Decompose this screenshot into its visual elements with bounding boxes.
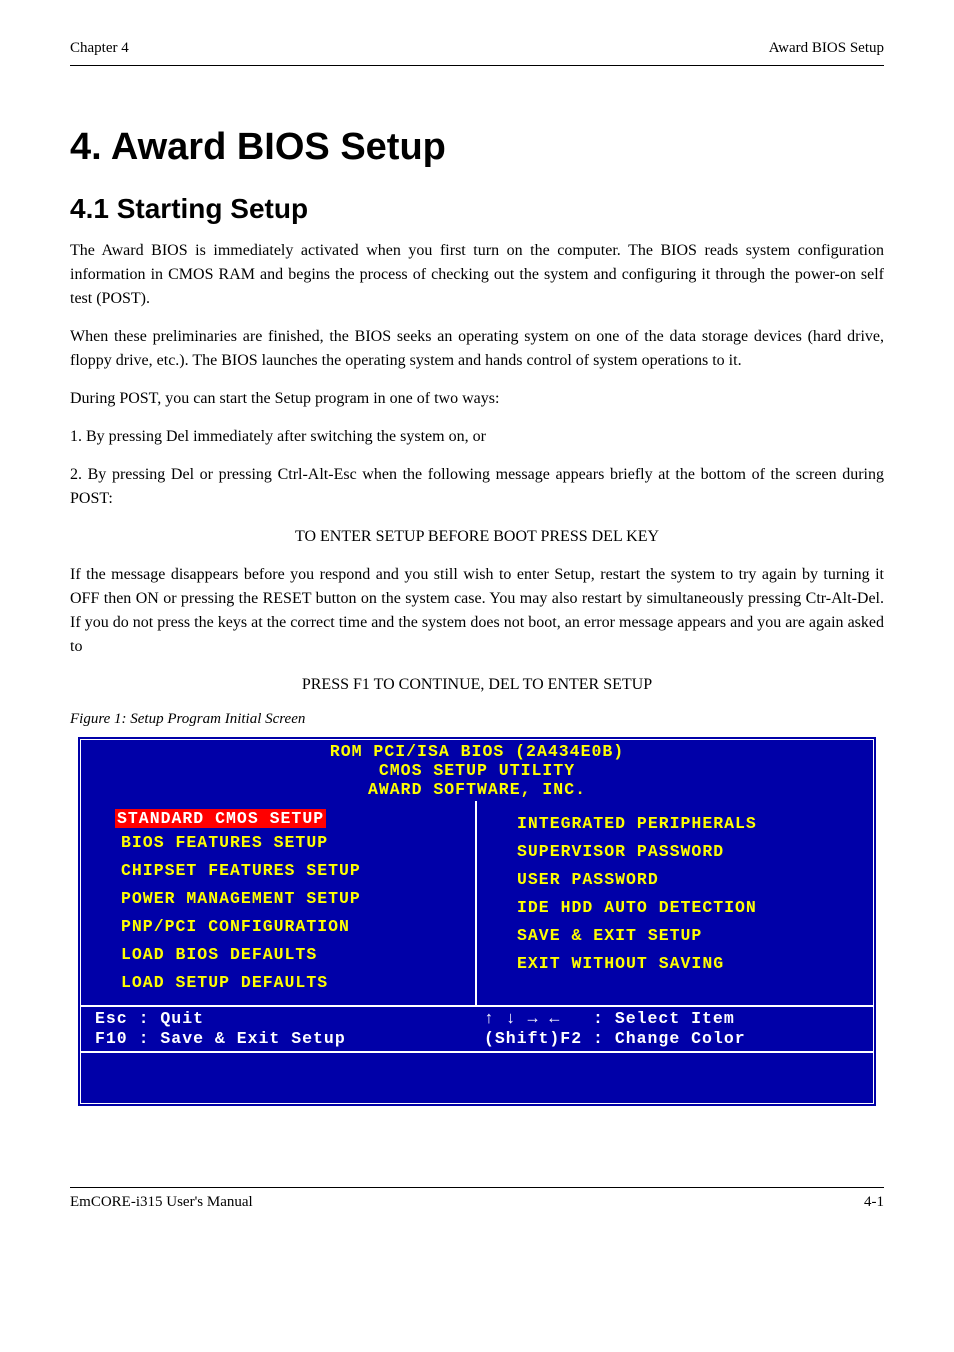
bios-header-line: AWARD SOFTWARE, INC. [81,781,873,800]
bios-hint-line: Esc : Quit [95,1009,204,1028]
bios-hint-line: ↑ ↓ → ← : Select Item [484,1009,735,1028]
bios-hint-line: (Shift)F2 : Change Color [484,1029,746,1048]
bios-menu-item-label: POWER MANAGEMENT SETUP [121,889,361,908]
bios-menu-item[interactable]: IDE HDD AUTO DETECTION [511,894,873,921]
bios-menu-item-label: SAVE & EXIT SETUP [517,926,702,945]
bios-hint-line: F10 : Save & Exit Setup [95,1029,346,1048]
bios-menu-item-label: EXIT WITHOUT SAVING [517,954,724,973]
bios-menu-item[interactable]: SAVE & EXIT SETUP [511,922,873,949]
bios-menu-item[interactable]: INTEGRATED PERIPHERALS [511,810,873,837]
bios-menu-item-label: INTEGRATED PERIPHERALS [517,814,757,833]
section-heading: 4. Award BIOS Setup [70,126,884,169]
figure-caption: Figure 1: Setup Program Initial Screen [70,711,884,728]
subsection-title-text: Starting Setup [117,193,308,224]
bios-menu-right-column: INTEGRATED PERIPHERALS SUPERVISOR PASSWO… [477,801,873,1005]
bios-hint-left: Esc : Quit F10 : Save & Exit Setup [95,1009,484,1049]
header-rule [70,65,884,66]
bios-menu-left-column: STANDARD CMOS SETUP BIOS FEATURES SETUP … [81,801,477,1005]
bios-menu-item[interactable]: SUPERVISOR PASSWORD [511,838,873,865]
list-item: 1. By pressing Del immediately after swi… [70,425,884,449]
paragraph: During POST, you can start the Setup pro… [70,387,884,411]
bios-menu-item[interactable]: USER PASSWORD [511,866,873,893]
section-number: 4. [70,126,102,168]
bios-menu-item[interactable]: LOAD BIOS DEFAULTS [115,941,475,968]
subsection-number: 4.1 [70,193,109,224]
paragraph: When these preliminaries are finished, t… [70,325,884,373]
bios-menu-item-label: PNP/PCI CONFIGURATION [121,917,350,936]
bios-header-line: CMOS SETUP UTILITY [81,762,873,781]
bios-menu-item-label: LOAD SETUP DEFAULTS [121,973,328,992]
bios-menu-item[interactable]: STANDARD CMOS SETUP [115,809,475,828]
footer-left: EmCORE-i315 User's Manual [70,1194,253,1211]
bios-menu-item[interactable]: POWER MANAGEMENT SETUP [115,885,475,912]
bios-menu-item[interactable]: EXIT WITHOUT SAVING [511,950,873,977]
subsection-heading: 4.1 Starting Setup [70,193,884,225]
bios-menu-item[interactable]: BIOS FEATURES SETUP [115,829,475,856]
header-left: Chapter 4 [70,40,129,57]
bios-header-line: ROM PCI/ISA BIOS (2A434E0B) [81,743,873,762]
bios-menu-item[interactable]: PNP/PCI CONFIGURATION [115,913,475,940]
bios-menu-item-label: USER PASSWORD [517,870,659,889]
bios-menu-item-label: SUPERVISOR PASSWORD [517,842,724,861]
bios-menu-item-label: IDE HDD AUTO DETECTION [517,898,757,917]
bios-menu-item-label: STANDARD CMOS SETUP [115,809,326,828]
footer-right: 4-1 [864,1194,884,1211]
bios-menu-item[interactable]: CHIPSET FEATURES SETUP [115,857,475,884]
bios-hint-bar: Esc : Quit F10 : Save & Exit Setup ↑ ↓ →… [81,1005,873,1051]
bios-menu-item-label: BIOS FEATURES SETUP [121,833,328,852]
bios-hint-right: ↑ ↓ → ← : Select Item (Shift)F2 : Change… [484,1009,873,1049]
bios-menu: STANDARD CMOS SETUP BIOS FEATURES SETUP … [81,801,873,1005]
bios-menu-item[interactable]: LOAD SETUP DEFAULTS [115,969,475,996]
list-item: 2. By pressing Del or pressing Ctrl-Alt-… [70,463,884,511]
bios-menu-item-label: LOAD BIOS DEFAULTS [121,945,317,964]
paragraph-callout: PRESS F1 TO CONTINUE, DEL TO ENTER SETUP [70,673,884,697]
paragraph-callout: TO ENTER SETUP BEFORE BOOT PRESS DEL KEY [70,525,884,549]
bios-menu-item-label: CHIPSET FEATURES SETUP [121,861,361,880]
bios-description-area [81,1051,873,1103]
header-right: Award BIOS Setup [769,40,884,57]
bios-screenshot: ROM PCI/ISA BIOS (2A434E0B) CMOS SETUP U… [77,736,877,1107]
paragraph: The Award BIOS is immediately activated … [70,239,884,311]
bios-header: ROM PCI/ISA BIOS (2A434E0B) CMOS SETUP U… [77,736,877,801]
paragraph: If the message disappears before you res… [70,563,884,659]
section-title-text: Award BIOS Setup [111,126,446,168]
